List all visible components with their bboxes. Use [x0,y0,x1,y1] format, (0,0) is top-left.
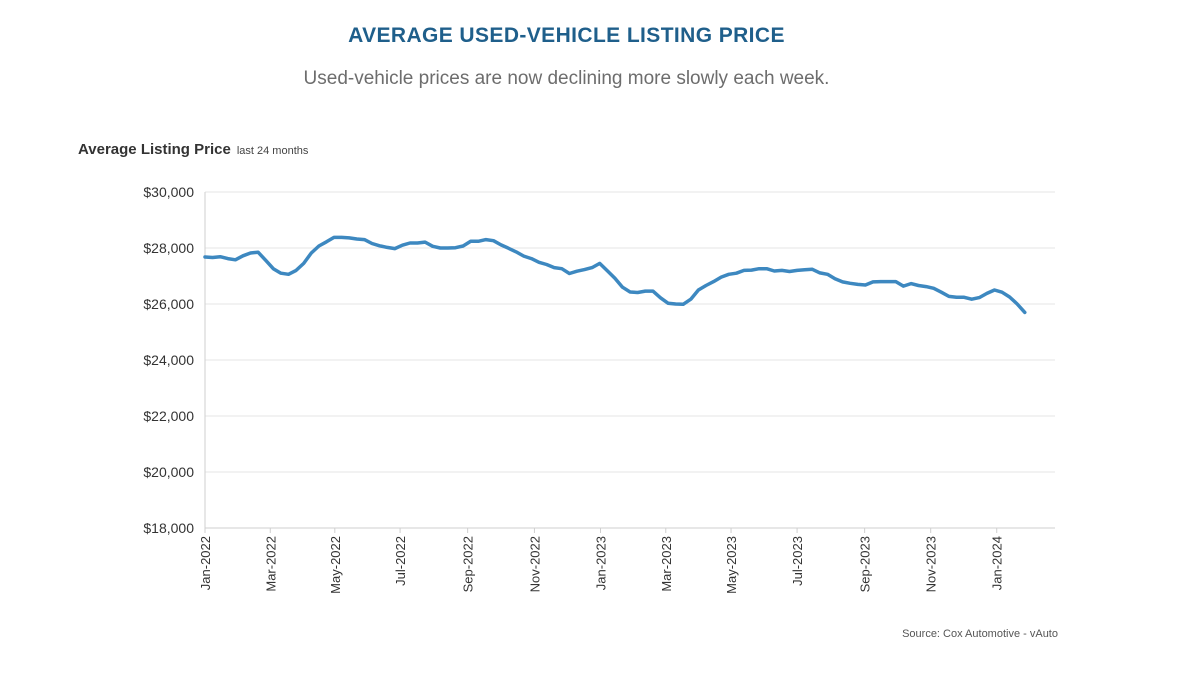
x-tick-label: Jan-2024 [990,536,1005,590]
x-tick-label: Jan-2023 [593,536,608,590]
x-tick-label: Jul-2023 [790,536,805,586]
y-tick-label: $20,000 [143,464,194,480]
x-tick-label: Nov-2023 [924,536,939,592]
y-tick-label: $28,000 [143,240,194,256]
y-tick-label: $22,000 [143,408,194,424]
chart-title: AVERAGE USED-VEHICLE LISTING PRICE [348,24,785,47]
x-tick-label: Sep-2022 [461,536,476,592]
chart-heading-sub: last 24 months [236,145,309,157]
x-tick-label: May-2023 [724,536,739,594]
x-tick-label: Nov-2022 [527,536,542,592]
x-tick-label: May-2022 [328,536,343,594]
x-tick-label: Mar-2022 [263,536,278,592]
source-note: Source: Cox Automotive - vAuto [902,628,1058,640]
series-line-0 [203,235,1027,315]
y-tick-label: $18,000 [143,520,194,536]
y-tick-label: $24,000 [143,352,194,368]
x-tick-label: Jan-2022 [198,536,213,590]
y-tick-label: $30,000 [143,184,194,200]
x-tick-label: Jul-2022 [393,536,408,586]
x-axis-labels: Jan-2022 Mar-2022 May-2022 Jul-2022 Sep-2022… [198,536,1005,594]
y-tick-label: $26,000 [143,296,194,312]
chart-heading-main: Average Listing Price [78,141,231,158]
y-axis-labels: $18,000 $20,000 $22,000 $24,000 $26,000 $28,0… [143,184,194,536]
chart-heading: Average Listing Price last 24 months [78,141,308,159]
chart-subtitle: Used-vehicle prices are now declining mo… [303,68,830,89]
x-tick-label: Sep-2023 [858,536,873,592]
grid-lines [204,191,1055,533]
x-tick-label: Mar-2023 [659,536,674,592]
series-layer [203,235,1027,315]
